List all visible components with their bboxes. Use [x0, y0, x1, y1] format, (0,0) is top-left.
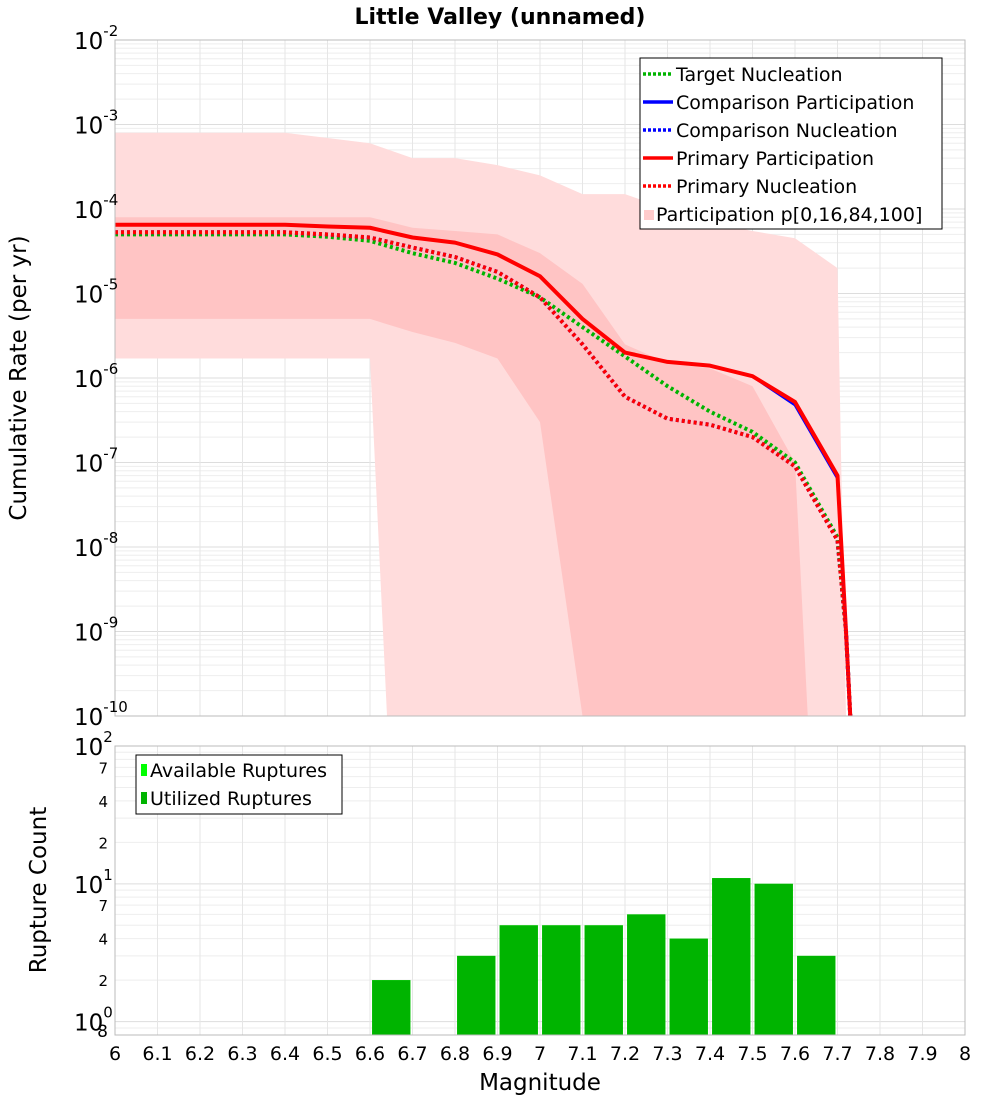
utilized-rupture-bar — [712, 878, 751, 1035]
x-tick-label: 6 — [109, 1043, 121, 1065]
legend-label: Target Nucleation — [675, 64, 843, 86]
legend-label: Participation p[0,16,84,100] — [656, 204, 922, 226]
utilized-rupture-bar — [797, 955, 836, 1035]
rate-plot-frame — [114, 39, 966, 717]
x-tick-label: 7.9 — [907, 1043, 937, 1065]
x-tick-label: 6.4 — [270, 1043, 300, 1065]
count-legend: Available Ruptures Utilized Ruptures — [135, 754, 343, 815]
legend-swatch — [644, 210, 654, 220]
x-tick-label: 6.3 — [227, 1043, 257, 1065]
count-y-minor-tick-label: 4 — [98, 931, 108, 949]
y-tick-label: 10-6 — [74, 360, 118, 393]
y-tick-label: 10-7 — [74, 445, 118, 478]
band-participation-p-16-84- — [115, 217, 808, 716]
y-tick-label: 10-8 — [74, 529, 118, 562]
x-tick-label: 6.1 — [142, 1043, 172, 1065]
count-legend-box — [135, 754, 343, 815]
x-tick-label: 7.7 — [822, 1043, 852, 1065]
utilized-rupture-bar — [457, 955, 496, 1035]
legend-label: Comparison Nucleation — [676, 120, 898, 142]
count-legend-swatch — [141, 764, 147, 776]
series-primary-participation — [115, 222, 853, 717]
y-tick-label: 10-9 — [74, 614, 118, 647]
count-y-axis-label: Rupture Count — [26, 807, 52, 973]
count-y-minor-tick-label: 4 — [98, 793, 108, 811]
x-axis-label: Magnitude — [479, 1070, 601, 1096]
magnitude-tick-labels: 6 6.1 6.2 6.3 6.4 6.5 6.6 6.7 6.8 6.9 7 7.1 7.2 7.3 7.… — [109, 1043, 971, 1065]
x-tick-label: 7.3 — [652, 1043, 682, 1065]
legend-label: Primary Participation — [676, 148, 874, 170]
x-tick-label: 7.8 — [865, 1043, 895, 1065]
utilized-rupture-bar — [499, 925, 538, 1035]
percentile-bands — [115, 132, 846, 716]
x-tick-label: 6.8 — [440, 1043, 470, 1065]
x-tick-label: 7.2 — [610, 1043, 640, 1065]
x-tick-label: 8 — [959, 1043, 971, 1065]
x-tick-label: 6.9 — [482, 1043, 512, 1065]
x-tick-label: 7.1 — [567, 1043, 597, 1065]
count-y-major-tick-label: 102 — [74, 728, 113, 761]
utilized-rupture-bar — [669, 938, 708, 1035]
x-tick-label: 7.4 — [695, 1043, 725, 1065]
rate-series-lines — [115, 222, 853, 717]
x-tick-label: 7 — [534, 1043, 546, 1065]
rate-panel: 10-2 10-3 10-4 10-5 10-6 10-7 10-8 10-9 10-10 Cu… — [6, 22, 966, 731]
rate-legend: Target Nucleation Comparison Participatio… — [639, 57, 943, 230]
utilized-rupture-bar — [627, 914, 666, 1035]
utilized-rupture-bar — [542, 925, 581, 1035]
utilized-rupture-bar — [372, 980, 411, 1035]
legend-label: Comparison Participation — [676, 92, 914, 114]
y-tick-label: 10-4 — [74, 191, 118, 224]
count-y-minor-tick-label: 2 — [98, 834, 108, 852]
x-tick-label: 6.6 — [355, 1043, 385, 1065]
x-tick-label: 7.6 — [780, 1043, 810, 1065]
chart-title: Little Valley (unnamed) — [355, 5, 646, 30]
y-tick-label: 10-10 — [74, 698, 128, 731]
x-tick-label: 6.2 — [185, 1043, 215, 1065]
x-tick-label: 6.7 — [397, 1043, 427, 1065]
x-tick-label: 6.5 — [312, 1043, 342, 1065]
count-y-minor-tick-label: 2 — [98, 972, 108, 990]
series-target-nucleation — [115, 232, 853, 717]
count-y-major-tick-label: 101 — [74, 866, 113, 899]
y-tick-label: 10-3 — [74, 107, 118, 140]
rate-y-axis-label: Cumulative Rate (per yr) — [6, 235, 32, 520]
count-legend-label: Utilized Ruptures — [150, 788, 312, 810]
utilized-rupture-bar — [584, 925, 623, 1035]
count-y-minor-tick-label: 7 — [98, 897, 108, 915]
y-tick-label: 10-2 — [74, 22, 118, 55]
series-primary-nucleation — [115, 230, 853, 717]
count-plot-frame — [114, 745, 966, 1036]
utilized-rupture-bar — [754, 883, 793, 1035]
legend-box — [639, 57, 943, 230]
legend-label: Primary Nucleation — [676, 176, 857, 198]
count-legend-label: Available Ruptures — [150, 760, 327, 782]
y-tick-label: 10-5 — [74, 276, 118, 309]
rupture-bars — [372, 878, 836, 1035]
count-legend-swatch — [141, 792, 147, 804]
count-y-minor-tick-label: 8 — [97, 1022, 108, 1042]
x-tick-label: 7.5 — [737, 1043, 767, 1065]
count-y-minor-tick-label: 7 — [98, 759, 108, 777]
